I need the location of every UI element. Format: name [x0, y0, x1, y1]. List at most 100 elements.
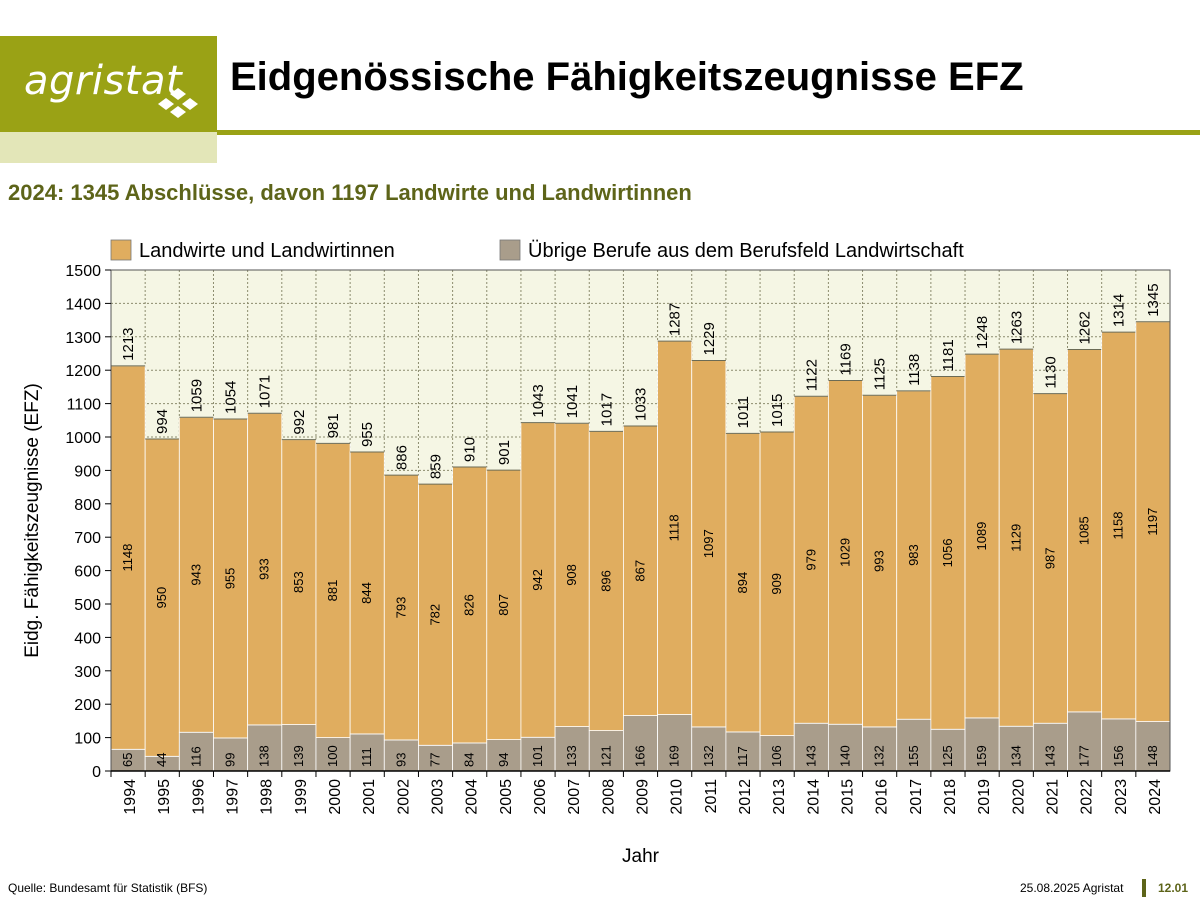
- data-label-total: 992: [291, 410, 308, 435]
- data-label-landwirte: 793: [393, 597, 408, 619]
- bar-landwirte: [930, 376, 966, 730]
- x-tick-label: 2013: [771, 779, 788, 815]
- bar-landwirte: [315, 442, 351, 738]
- data-label-total: 1262: [1077, 311, 1094, 344]
- x-tick-label: 2016: [874, 779, 891, 815]
- y-tick-label: 1200: [65, 363, 101, 380]
- y-tick-label: 400: [74, 630, 101, 647]
- x-tick-label: 2008: [600, 779, 617, 815]
- bar-landwirte: [691, 360, 727, 728]
- data-label-uebrige: 143: [1042, 745, 1057, 767]
- logo-background: [0, 36, 217, 132]
- y-tick-label: 700: [74, 530, 101, 547]
- bar-uebrige: [827, 723, 863, 772]
- data-label-landwirte: 1118: [667, 514, 682, 541]
- x-tick-label: 2015: [839, 779, 856, 815]
- data-label-uebrige: 111: [359, 747, 374, 767]
- data-label-uebrige: 93: [393, 753, 408, 767]
- data-label-landwirte: 853: [291, 571, 306, 593]
- x-tick-label: 2001: [361, 779, 378, 815]
- x-tick-label: 2006: [532, 779, 549, 815]
- x-tick-label: 2003: [430, 779, 447, 815]
- data-label-landwirte: 1148: [120, 544, 135, 572]
- x-tick-label: 2022: [1079, 779, 1096, 815]
- x-tick-label: 1995: [156, 779, 173, 815]
- x-tick-label: 2012: [737, 779, 754, 815]
- data-label-uebrige: 132: [872, 745, 887, 767]
- data-label-uebrige: 117: [735, 746, 750, 767]
- data-label-total: 1345: [1145, 283, 1162, 316]
- x-tick-label: 2004: [464, 779, 481, 815]
- y-tick-label: 1100: [67, 397, 102, 414]
- data-label-total: 1263: [1008, 311, 1025, 344]
- data-label-landwirte: 955: [223, 568, 238, 590]
- bar-uebrige: [554, 726, 590, 772]
- data-label-uebrige: 140: [837, 745, 852, 767]
- data-label-uebrige: 139: [291, 745, 306, 767]
- data-label-total: 1017: [598, 393, 615, 426]
- data-label-uebrige: 156: [1111, 745, 1126, 767]
- bar-uebrige: [691, 726, 727, 772]
- bar-landwirte: [349, 451, 385, 735]
- bar-landwirte: [554, 422, 590, 727]
- footer-date-credit: 25.08.2025 Agristat: [1020, 881, 1124, 895]
- data-label-uebrige: 134: [1008, 745, 1023, 767]
- bar-landwirte: [759, 431, 795, 736]
- data-label-total: 1213: [120, 327, 137, 360]
- bar-uebrige: [418, 744, 454, 772]
- y-tick-label: 200: [74, 697, 101, 714]
- data-label-total: 1169: [837, 343, 854, 375]
- y-tick-label: 900: [74, 463, 101, 480]
- data-label-total: 981: [325, 413, 342, 438]
- data-label-landwirte: 1089: [974, 522, 989, 551]
- data-label-uebrige: 121: [598, 745, 613, 767]
- data-label-landwirte: 993: [872, 550, 887, 572]
- data-label-landwirte: 881: [325, 580, 340, 602]
- data-label-uebrige: 77: [428, 753, 443, 767]
- bar-uebrige: [452, 742, 488, 772]
- data-label-landwirte: 844: [359, 582, 374, 604]
- data-label-uebrige: 106: [769, 745, 784, 767]
- data-label-total: 1181: [940, 339, 957, 371]
- data-label-total: 910: [462, 437, 479, 462]
- x-axis-title: Jahr: [622, 846, 660, 867]
- x-tick-label: 2000: [327, 779, 344, 815]
- x-tick-label: 2009: [635, 779, 652, 815]
- page-title: Eidgenössische Fähigkeitszeugnisse EFZ: [230, 55, 1024, 99]
- data-label-total: 901: [496, 440, 513, 465]
- data-label-landwirte: 1085: [1077, 516, 1092, 545]
- data-label-landwirte: 909: [769, 573, 784, 595]
- data-label-total: 1015: [769, 394, 786, 427]
- data-label-uebrige: 133: [564, 745, 579, 767]
- x-tick-label: 2007: [566, 779, 583, 815]
- y-tick-label: 600: [74, 564, 101, 581]
- bar-landwirte: [1032, 393, 1068, 724]
- bar-landwirte: [588, 430, 624, 731]
- x-tick-label: 2010: [669, 779, 686, 815]
- bar-uebrige: [998, 725, 1034, 772]
- legend-label: Übrige Berufe aus dem Berufsfeld Landwir…: [528, 240, 964, 262]
- x-tick-label: 1999: [293, 779, 310, 815]
- y-tick-label: 1400: [65, 296, 101, 313]
- data-label-uebrige: 159: [974, 745, 989, 767]
- data-label-landwirte: 807: [496, 594, 511, 616]
- bar-landwirte: [520, 422, 556, 738]
- y-tick-label: 800: [74, 497, 101, 514]
- bar-landwirte: [1101, 331, 1137, 720]
- x-tick-label: 2014: [805, 779, 822, 815]
- x-tick-label: 1994: [122, 779, 139, 815]
- data-label-total: 1287: [667, 303, 684, 336]
- x-tick-label: 1996: [190, 779, 207, 815]
- data-label-total: 1033: [633, 388, 650, 421]
- data-label-total: 859: [428, 454, 445, 479]
- chart-subtitle: 2024: 1345 Abschlüsse, davon 1197 Landwi…: [8, 180, 692, 205]
- bar-landwirte: [896, 390, 932, 720]
- data-label-uebrige: 84: [462, 753, 477, 767]
- logo-diamonds-icon: [158, 88, 198, 118]
- bar-uebrige: [349, 733, 385, 772]
- legend-swatch: [499, 239, 521, 261]
- x-tick-label: 2011: [703, 779, 720, 814]
- bar-uebrige: [1135, 721, 1171, 772]
- bar-landwirte: [418, 483, 454, 746]
- data-label-landwirte: 894: [735, 572, 750, 594]
